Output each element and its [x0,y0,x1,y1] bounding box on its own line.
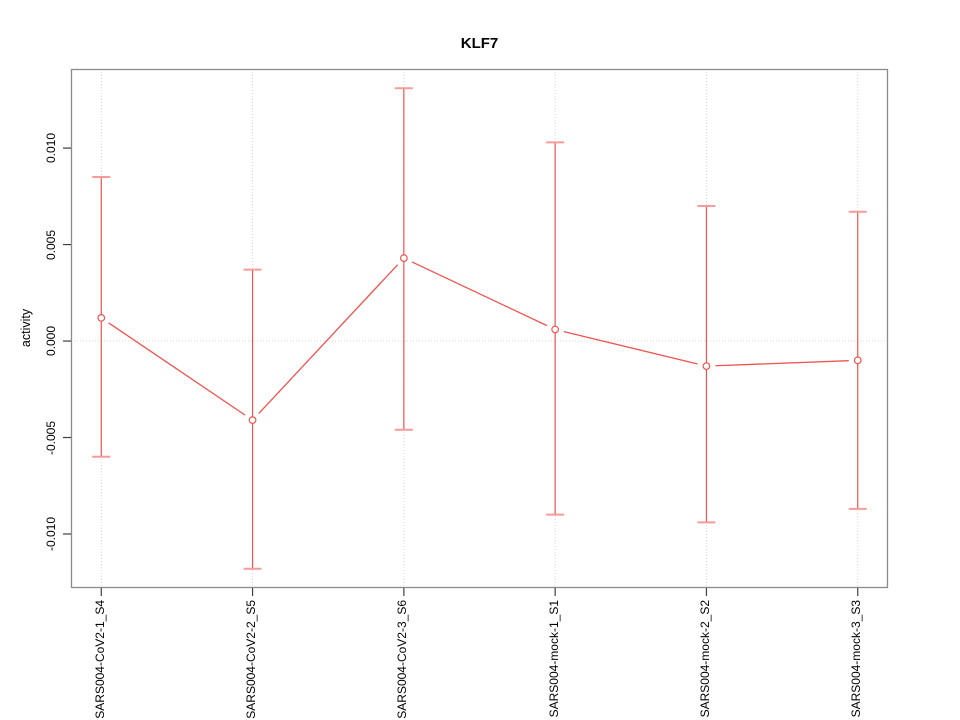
series-segment [715,360,849,367]
plot-box-border [70,68,889,589]
data-point-marker [551,325,560,334]
x-tick-label: SARS004-CoV2-2_S5 [244,600,259,719]
x-tick-label: SARS004-CoV2-1_S4 [92,600,107,719]
data-point-marker [97,313,106,322]
plot-area [63,68,889,596]
series-segment [258,264,399,415]
data-point-marker [399,254,408,262]
y-tick-label: 0.010 [44,133,58,164]
y-tick-label: 0.005 [44,229,58,260]
series-segment [563,330,698,365]
x-tick-label: SARS004-mock-3_S3 [849,600,864,718]
data-point-marker [853,356,862,365]
series-segment [411,261,548,327]
series-segment [108,322,246,416]
x-tick-label: SARS004-CoV2-3_S6 [395,600,410,719]
data-point-marker [248,416,257,425]
chart-title: KLF7 [460,35,499,52]
y-axis-title: activity [19,308,33,348]
y-tick-label: 0.000 [44,326,58,357]
y-tick-label: -0.010 [44,516,58,551]
x-tick-label: SARS004-mock-1_S1 [546,600,561,718]
x-tick-label: SARS004-mock-2_S2 [697,600,712,718]
y-tick-label: -0.005 [44,420,58,455]
data-point-marker [702,362,711,371]
